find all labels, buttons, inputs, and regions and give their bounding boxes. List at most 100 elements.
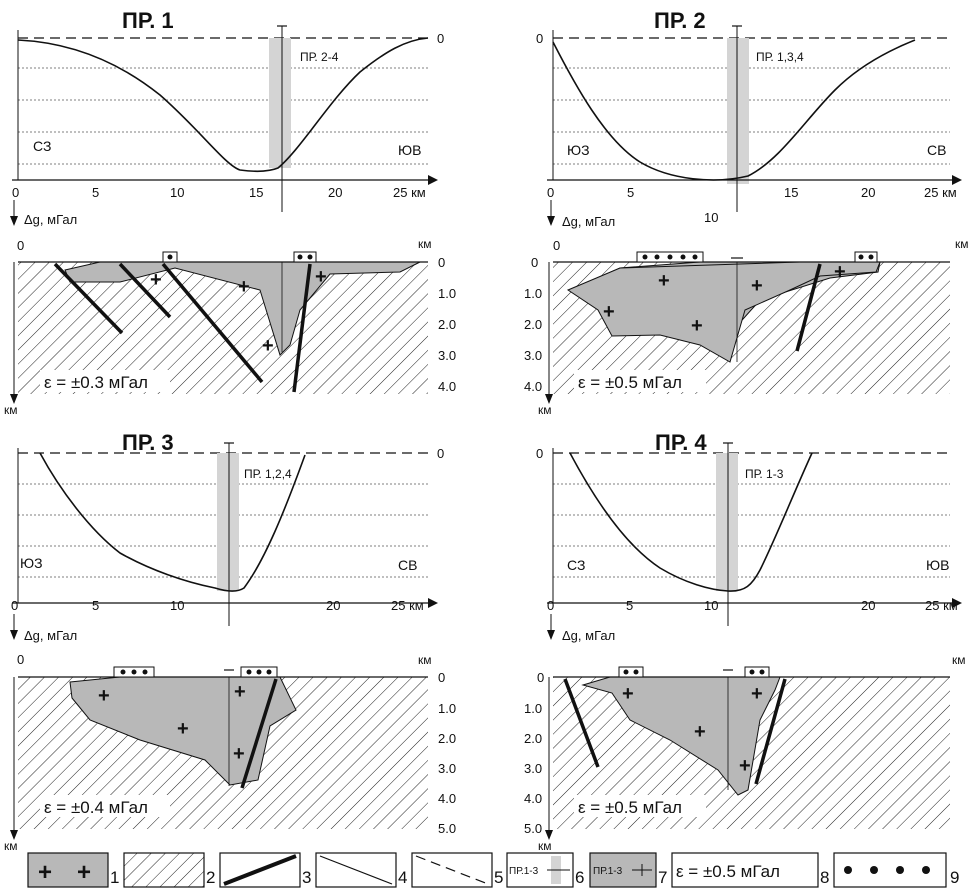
x-tick: 25 км [393,185,426,200]
dot [246,669,252,675]
dot [692,254,698,260]
depth-axis-label: км [538,839,552,853]
dot [858,254,864,260]
fault-line [223,854,297,886]
x-tick: 20 [328,185,342,200]
fault-line [53,262,124,335]
panel-profile-3: ПР. 3 ПР. 1,2,4 0 ЮЗ СВ 0 5 10 20 25 км [4,430,456,853]
legend-number: 7 [658,868,667,887]
legend-number: 8 [820,868,829,887]
depth-axis-arrow [10,394,18,404]
dots-box [744,666,770,678]
plus-symbol: + [315,266,327,288]
epsilon-label: ε = ±0.3 мГал [44,373,148,392]
plus-symbol: + [658,270,670,292]
depth-left-zero: 0 [17,652,24,667]
depth-tick: 1.0 [524,701,542,716]
depth-tick: 2.0 [438,731,456,746]
dot [167,254,173,260]
legend: + + 1 2 3 4 5 [27,852,959,888]
direction-left: СЗ [33,138,51,154]
epsilon-box-bg [574,370,706,392]
cross-profile-label: ПР. 1,2,4 [244,467,292,481]
panel-profile-1: ПР. 1 ПР. 2-4 0 СЗ ЮВ 0 5 10 15 20 25 км [4,8,456,417]
depth-tick: 0 [537,670,544,685]
x-tick: 0 [11,598,18,613]
epsilon-box-bg [40,795,170,817]
legend-number: 2 [206,868,215,887]
x-tick: 20 [326,598,340,613]
plus-symbol: + [233,743,245,765]
depth-tick: 0 [438,255,445,270]
plus-symbol: + [38,859,52,886]
depth-tick: 5.0 [524,821,542,836]
direction-right: СВ [398,557,417,573]
dots-group [293,251,317,263]
plus-symbol: + [751,275,763,297]
direction-left: ЮЗ [567,142,590,158]
dots-group [854,251,878,263]
x-tick: 10 [170,185,184,200]
dot [896,866,904,874]
x-axis-arrow [428,598,438,608]
depth-tick: 4.0 [524,791,542,806]
plus-symbol: + [234,681,246,703]
projection-band [716,453,738,591]
zero-label: 0 [536,446,543,461]
depth-tick: 0 [438,670,445,685]
depth-right-unit: км [418,653,432,667]
plus-symbol: + [603,301,615,323]
gravity-anomaly-curve [17,37,429,173]
cross-profile-label: ПР. 2-4 [300,50,339,64]
depth-tick: 1.0 [438,286,456,301]
x-tick: 5 [627,185,634,200]
plus-symbol: + [262,335,274,357]
depth-axis-label: км [538,403,552,417]
dot [307,254,313,260]
dg-axis-arrow [10,630,18,640]
legend-item-8: ε = ±0.5 мГал 8 [671,852,829,888]
x-tick: 10 [704,210,718,225]
dot [759,669,765,675]
depth-tick: 3.0 [438,761,456,776]
direction-right: СВ [927,142,946,158]
dg-axis-label: Δg, мГал [562,214,615,229]
gravity-anomaly-curve [552,39,916,181]
dots-group [162,251,178,263]
epsilon-box-bg [574,795,706,817]
profile-title: ПР. 3 [122,430,174,455]
dot [633,669,639,675]
legend-inner-text: ПР.1-3 [593,866,623,877]
dg-axis-label: Δg, мГал [562,628,615,643]
x-tick: 10 [704,598,718,613]
legend-number: 5 [494,868,503,887]
depth-tick: 4.0 [438,379,456,394]
plus-symbol: + [739,755,751,777]
dots-group [618,666,644,678]
plus-symbol: + [622,683,634,705]
x-tick: 25 км [925,598,958,613]
dot [654,254,660,260]
zero-label: 0 [536,31,543,46]
gravity-graph: ПР. 1,2,4 0 ЮЗ СВ 0 5 10 20 25 км Δg, мГ… [10,442,444,643]
legend-item-7: ПР.1-3 7 [589,852,667,888]
x-tick: 15 [784,185,798,200]
legend-item-5: 5 [411,852,503,888]
x-tick: 0 [12,185,19,200]
dot [256,669,262,675]
dots-group [744,666,770,678]
legend-item-6: ПР.1-3 6 [506,852,584,888]
epsilon-label: ε = ±0.4 мГал [44,798,148,817]
depth-right-unit: км [955,237,969,251]
legend-number: 9 [950,868,959,887]
dots-group [636,251,704,263]
plus-symbol: + [694,721,706,743]
dashed-line [415,855,489,885]
x-axis-arrow [428,175,438,185]
gravity-graph: ПР. 1-3 0 СЗ ЮВ 0 5 10 20 25 км Δg, мГал [536,442,962,643]
dot [667,254,673,260]
x-axis-arrow [952,598,962,608]
fault-line [795,263,822,352]
profile-title: ПР. 1 [122,8,174,33]
legend-item-9: 9 [833,852,959,888]
